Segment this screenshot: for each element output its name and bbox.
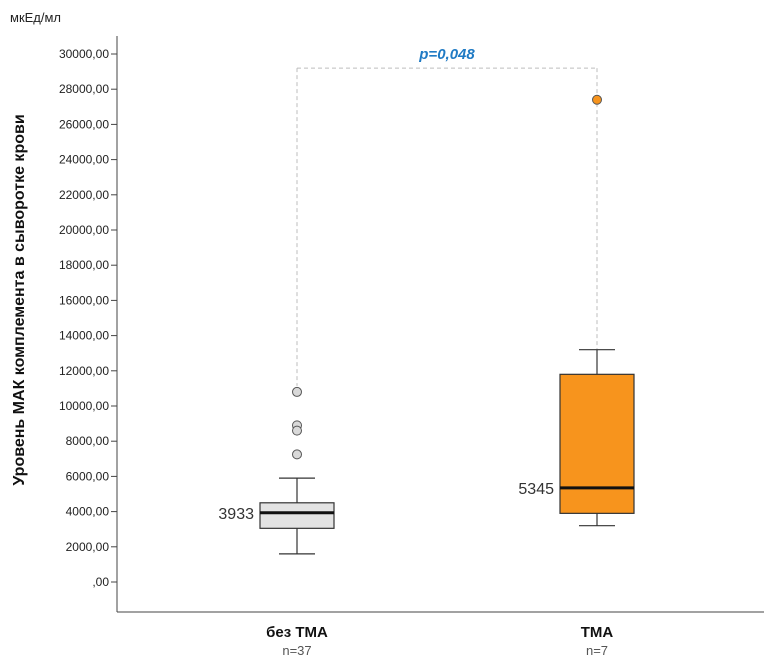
y-unit-label: мкЕд/мл [10,10,61,25]
y-tick-label: 2000,00 [66,540,110,554]
p-value-label: p=0,048 [418,46,475,63]
box-group-1: 3933 [218,386,335,555]
x-category-label: без ТМА [266,624,328,641]
outlier-point [292,386,302,397]
y-tick-label: 10000,00 [59,399,109,413]
outlier-point [592,94,602,105]
y-tick-label: 4000,00 [66,505,110,519]
y-tick-label: 26000,00 [59,117,109,131]
y-tick-label: ,00 [92,575,109,589]
x-n-label: n=7 [586,643,608,658]
y-tick-label: 14000,00 [59,329,109,343]
median-label: 5345 [518,481,554,498]
y-axis-ticks: ,00 2000,00 4000,00 6000,00 8000,00 10000,00 1… [59,47,117,589]
outlier-point [292,449,302,460]
y-tick-label: 16000,00 [59,293,109,307]
y-tick-label: 28000,00 [59,82,109,96]
iqr-box [559,373,635,514]
outlier-point [292,425,302,436]
y-tick-label: 24000,00 [59,153,109,167]
y-tick-label: 12000,00 [59,364,109,378]
box-groups: 3933 5345 [218,94,635,555]
y-tick-label: 8000,00 [66,434,110,448]
x-axis-labels: без ТМА n=37 ТМА n=7 [266,624,613,658]
y-tick-label: 6000,00 [66,469,110,483]
significance-annotation: p=0,048 [296,46,598,386]
x-n-label: n=37 [282,643,311,658]
y-tick-label: 20000,00 [59,223,109,237]
iqr-box [259,502,335,529]
y-tick-label: 22000,00 [59,188,109,202]
y-axis-label: Уровень МАК комплемента в сыворотке кров… [11,114,28,485]
y-tick-label: 30000,00 [59,47,109,61]
box-group-2: 5345 [518,94,635,527]
median-label: 3933 [218,506,254,523]
x-category-label: ТМА [581,624,614,641]
y-tick-label: 18000,00 [59,258,109,272]
plot-frame [116,36,764,613]
